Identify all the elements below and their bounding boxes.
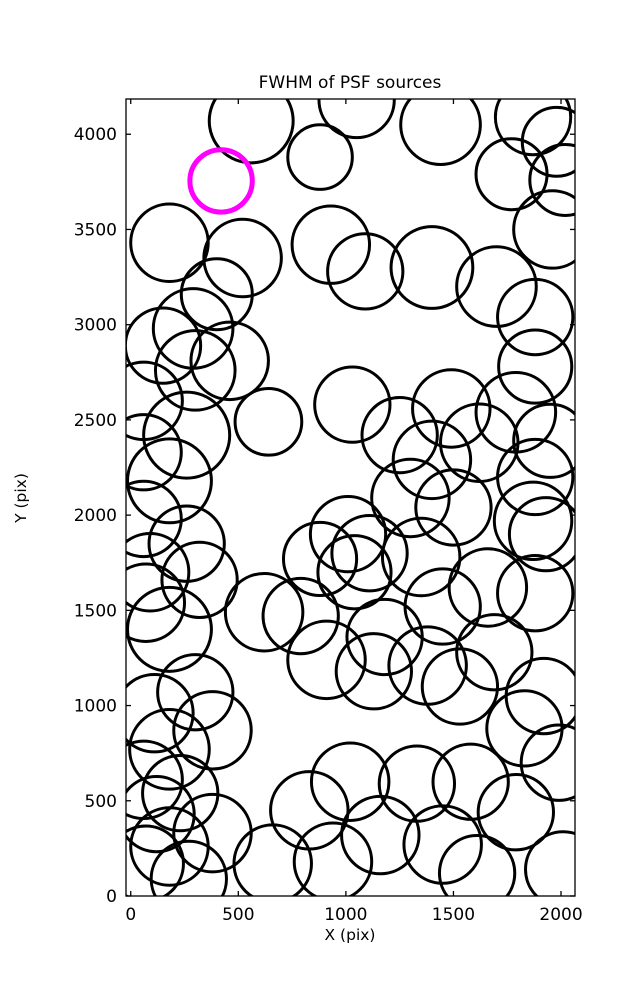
psf-source-circle: [126, 532, 191, 613]
psf-source-circle: [524, 830, 575, 896]
y-axis-label: Y (pix): [12, 473, 30, 524]
psf-source-circle: [309, 741, 391, 822]
psf-source-circle: [497, 328, 574, 405]
psf-source-circle: [360, 395, 439, 475]
psf-source-circle: [455, 613, 534, 692]
x-tick-label: 500: [222, 905, 254, 925]
psf-source-circle: [496, 554, 575, 633]
psf-source-circle: [476, 773, 555, 852]
y-tick-label: 2500: [74, 411, 117, 431]
psf-source-circle: [391, 419, 473, 501]
y-tick-label: 2000: [74, 506, 117, 526]
psf-source-circle: [126, 672, 195, 754]
psf-source-circle: [528, 142, 575, 217]
psf-source-circle: [474, 137, 549, 212]
y-tick-label: 3500: [74, 220, 117, 240]
psf-source-circle: [126, 479, 183, 559]
psf-source-circle: [437, 834, 517, 896]
y-tick-label: 1500: [74, 601, 117, 621]
psf-source-circle: [399, 99, 482, 166]
psf-source-circle: [223, 572, 305, 653]
x-axis-label: X (pix): [325, 926, 376, 944]
psf-source-circle: [496, 437, 575, 517]
psf-source-circle: [286, 619, 367, 701]
psf-source-circle: [202, 217, 283, 299]
psf-source-circle: [142, 390, 232, 480]
x-tick-label: 1500: [432, 905, 475, 925]
psf-source-circle: [126, 413, 183, 492]
psf-source-circle: [126, 562, 187, 643]
psf-source-circle: [308, 495, 388, 574]
y-tick-label: 1000: [74, 697, 117, 717]
psf-source-circle: [286, 123, 354, 191]
psf-source-circle: [261, 576, 340, 656]
psf-source-circle: [207, 99, 295, 165]
y-tick-label: 4000: [74, 125, 117, 145]
psf-source-circle: [492, 480, 574, 562]
psf-source-circle: [126, 774, 196, 854]
psf-source-circle: [281, 520, 359, 597]
psf-source-circle: [420, 647, 500, 726]
psf-source-circle: [389, 225, 475, 310]
psf-source-circle: [160, 540, 239, 620]
x-tick-label: 1000: [324, 905, 367, 925]
psf-source-circle: [126, 437, 213, 525]
psf-source-circle: [313, 365, 392, 444]
psf-source-circle: [380, 516, 462, 598]
y-tick-label: 0: [106, 887, 117, 907]
psf-source-circle: [172, 690, 253, 771]
psf-source-circle: [316, 534, 393, 611]
psf-source-circle: [512, 189, 575, 270]
psf-source-circle: [507, 496, 575, 573]
psf-source-circle: [485, 689, 564, 768]
psf-source-circle: [156, 653, 235, 732]
psf-source-circle: [496, 277, 575, 357]
plot-title: FWHM of PSF sources: [259, 73, 442, 93]
psf-source-circle: [402, 804, 483, 885]
psf-source-circle: [326, 232, 405, 311]
psf-source-circle: [519, 723, 575, 802]
psf-source-circle: [141, 754, 220, 833]
psf-source-circle: [455, 245, 538, 328]
data-circles-layer: [126, 99, 575, 896]
psf-source-circle: [126, 585, 213, 673]
psf-source-circle: [370, 457, 451, 539]
axis-ticks-layer: 0 500 1000 1500 2000 0 500 1000 1500 2000 2500 3000…: [74, 99, 583, 925]
x-tick-label: 0: [125, 905, 136, 925]
psf-source-circle: [126, 824, 185, 896]
psf-source-circle: [340, 794, 421, 876]
psf-source-circle: [411, 368, 492, 449]
psf-source-circle: [345, 597, 424, 677]
psf-source-circle: [126, 306, 203, 385]
axes-frame: [125, 98, 576, 897]
y-tick-label: 500: [85, 792, 117, 812]
psf-source-circle: [330, 514, 409, 593]
psf-source-circle: [317, 99, 396, 140]
psf-source-circle: [128, 708, 211, 791]
psf-source-circle: [233, 386, 304, 457]
psf-source-circle: [153, 329, 237, 412]
psf-source-circle: [179, 257, 254, 332]
psf-source-circle: [414, 468, 493, 547]
psf-source-circle: [512, 402, 575, 479]
psf-source-circle: [493, 99, 573, 157]
psf-source-circle: [334, 632, 413, 711]
psf-source-circle: [149, 839, 228, 896]
x-tick-label: 2000: [539, 905, 582, 925]
psf-source-circle: [447, 547, 529, 628]
psf-source-circle: [232, 823, 313, 896]
y-tick-label: 3000: [74, 316, 117, 336]
psf-source-circle: [189, 320, 270, 402]
psf-source-circle: [292, 821, 374, 896]
highlighted-source-circle: [187, 147, 255, 215]
